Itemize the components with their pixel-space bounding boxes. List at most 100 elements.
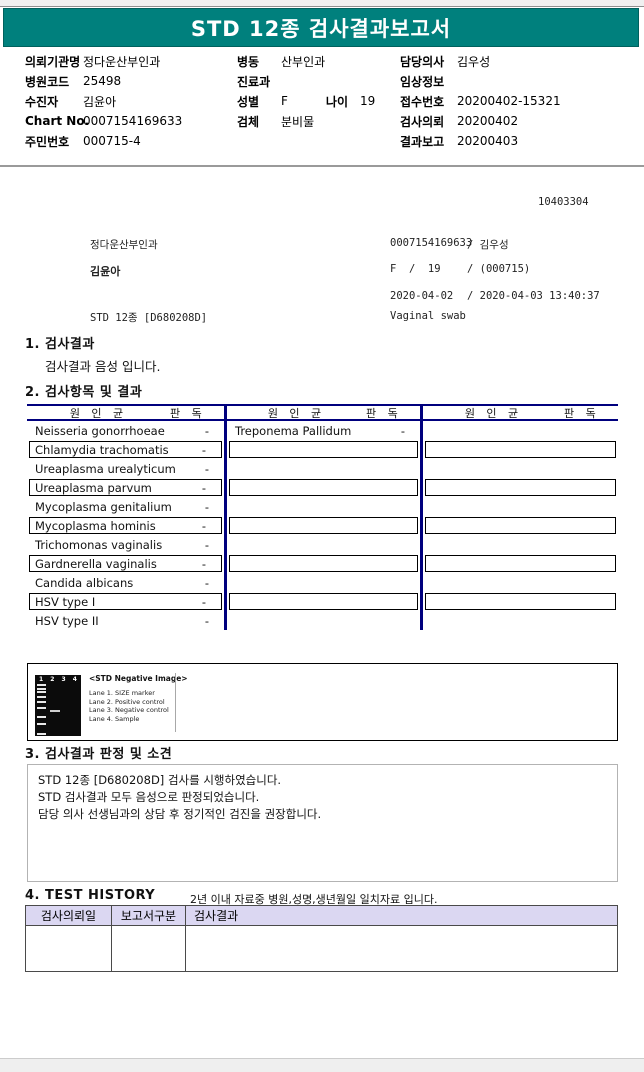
info-field-label: 의뢰기관명: [25, 54, 81, 69]
assay-row: [425, 479, 616, 496]
assay-row: Mycoplasma genitalium -: [27, 497, 224, 516]
report-meta-block: 정다운산부인과 0007154169633/ 김우성 김윤아 F / 19 / (000…: [0, 237, 644, 327]
info-field-value: 김윤아: [83, 94, 117, 109]
reading-value: -: [201, 594, 207, 609]
gel-sample-band: [50, 710, 60, 712]
gel-marker-band: [37, 716, 46, 718]
info-field: 결과보고 20200403: [400, 131, 561, 151]
info-field-label: 수진자: [25, 94, 59, 109]
comment-line: 담당 의사 선생님과의 상담 후 정기적인 검진을 권장합니다.: [38, 807, 322, 821]
gel-marker-band: [37, 701, 46, 703]
info-field-value: 19: [360, 94, 376, 108]
meta-mid-value: 0007154169633: [390, 237, 473, 249]
assay-row: [423, 611, 618, 630]
title-bar: STD 12종 검사결과보고서: [3, 8, 639, 47]
gel-lane-legend: Lane 1. SIZE marker Lane 2. Positive cont…: [89, 689, 169, 723]
organism-name: Treponema Pallidum: [235, 423, 352, 438]
info-field-label: 진료과: [237, 74, 271, 89]
info-field: 주민번호 000715-4: [25, 131, 182, 151]
info-field: 수진자 김윤아: [25, 91, 182, 111]
info-field: 검사의뢰 20200402: [400, 111, 561, 131]
meta-mid-value: Vaginal swab: [390, 310, 466, 322]
history-empty-cell: [25, 925, 112, 972]
gel-lane-number: 1: [39, 676, 44, 683]
gel-lane-number: 4: [72, 676, 77, 683]
info-field-label: 검사의뢰: [400, 114, 445, 129]
info-field-value: 분비물: [281, 114, 315, 129]
meta-left-value: 김윤아: [90, 265, 121, 278]
gel-marker-band: [37, 723, 46, 725]
organism-name: HSV type I: [35, 594, 96, 609]
history-column-header: 검사결과: [185, 905, 618, 926]
organism-name: Chlamydia trachomatis: [35, 442, 169, 457]
history-note: 2년 이내 자료중 병원,성명,생년월일 일치자료 입니다.: [190, 893, 438, 906]
info-field-value: 20200402-15321: [457, 94, 561, 108]
assay-row: Ureaplasma urealyticum -: [27, 459, 224, 478]
assay-row: [425, 555, 616, 572]
assay-row: Candida albicans -: [27, 573, 224, 592]
organism-name: Mycoplasma hominis: [35, 518, 156, 533]
info-field-label: 병동: [237, 54, 260, 69]
comment-box: STD 12종 [D680208D] 검사를 시행하였습니다. STD 검사결과 …: [27, 764, 618, 882]
assay-row: [229, 441, 418, 458]
organism-name: Trichomonas vaginalis: [35, 537, 163, 552]
meta-mid-value: 2020-04-02: [390, 290, 454, 302]
report-serial-number: 10403304: [538, 196, 589, 208]
section3-heading: 3. 검사결과 판정 및 소견: [25, 747, 173, 762]
patient-info-column-1: 의뢰기관명 정다운산부인과 병원코드 25498 수진자 김윤아 Chart No. 0007…: [25, 51, 182, 151]
organism-name: Gardnerella vaginalis: [35, 556, 157, 571]
info-field-label: 임상정보: [400, 74, 445, 89]
info-field-value: 000715-4: [83, 134, 141, 148]
info-field: 진료과: [237, 71, 375, 91]
reading-value: -: [204, 613, 210, 628]
gel-legend-line: Lane 3. Negative control: [89, 706, 169, 714]
section-divider: [0, 165, 644, 167]
info-field-label: 나이: [325, 94, 348, 109]
bottom-strip: [0, 1058, 644, 1072]
assay-row: [423, 573, 618, 592]
meta-right-value: / 김우성: [467, 239, 509, 251]
gel-marker-band: [37, 691, 46, 693]
organism-name: Neisseria gonorrhoeae: [35, 423, 165, 438]
assay-row: Treponema Pallidum -: [227, 421, 420, 440]
gel-legend-line: Lane 2. Positive control: [89, 697, 165, 706]
info-field-value: 20200403: [457, 134, 519, 148]
reading-column-header: 판 독: [564, 406, 600, 420]
reading-value: -: [201, 480, 207, 495]
info-field-value: 산부인과: [281, 54, 326, 69]
organism-name: HSV type II: [35, 613, 99, 628]
info-field: 의뢰기관명 정다운산부인과: [25, 51, 182, 71]
assay-row: Neisseria gonorrhoeae -: [27, 421, 224, 440]
reading-value: -: [204, 461, 210, 476]
reading-value: -: [400, 423, 406, 438]
info-field: 성별 F 나이 19: [237, 91, 375, 111]
assay-row: [423, 497, 618, 516]
assay-row: [229, 555, 418, 572]
assay-row: [227, 459, 420, 478]
info-field-value: 정다운산부인과: [83, 54, 161, 69]
assay-row: Trichomonas vaginalis -: [27, 535, 224, 554]
history-column-header: 보고서구분: [111, 905, 186, 926]
top-strip: [0, 0, 644, 7]
organism-name: Ureaplasma urealyticum: [35, 461, 176, 476]
gel-marker-band: [37, 684, 46, 686]
organism-name: Candida albicans: [35, 575, 134, 590]
assay-row: HSV type I -: [29, 593, 222, 610]
meta-left-value: STD 12종 [D680208D]: [90, 312, 208, 324]
gel-legend-line: Lane 4. Sample: [89, 714, 140, 723]
info-field-value: 김우성: [457, 54, 491, 69]
info-field-label: 주민번호: [25, 134, 70, 149]
assay-row: [423, 535, 618, 554]
page-title: STD 12종 검사결과보고서: [190, 16, 452, 41]
reading-value: -: [204, 575, 210, 590]
info-field-label: 담당의사: [400, 54, 445, 69]
organism-name: Ureaplasma parvum: [35, 480, 152, 495]
info-field-value: 20200402: [457, 114, 519, 128]
gel-marker-band: [37, 696, 46, 698]
organism-column-header: 원 인 균: [464, 406, 523, 420]
info-field: 임상정보: [400, 71, 561, 91]
info-field-value: 0007154169633: [83, 114, 183, 128]
